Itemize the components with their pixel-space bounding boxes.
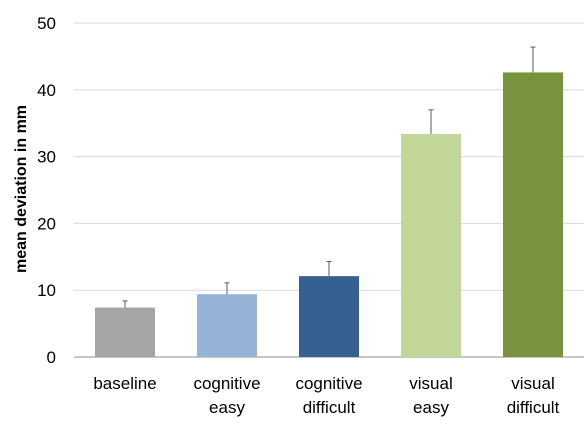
x-category-labels: baseline cognitive easy cognitive difficult v… [93, 374, 559, 417]
x-category-label: difficult [303, 398, 356, 417]
error-bar [530, 46, 536, 73]
y-tick-label: 30 [37, 148, 56, 167]
error-bar [326, 260, 332, 277]
x-category-label: cognitive [193, 374, 260, 393]
y-tick-label: 20 [37, 214, 56, 233]
bars [95, 72, 563, 357]
y-tick-label: 40 [37, 81, 56, 100]
x-category-label: visual [409, 374, 452, 393]
x-category-label: easy [209, 398, 245, 417]
y-tick-label: 50 [37, 14, 56, 33]
x-category-label: difficult [507, 398, 560, 417]
bar [401, 133, 461, 357]
x-category-label: cognitive [295, 374, 362, 393]
x-category-label: baseline [93, 374, 156, 393]
bar [299, 276, 359, 357]
x-category-label: visual [511, 374, 554, 393]
y-tick-label: 0 [47, 348, 56, 367]
y-tick-label: 10 [37, 281, 56, 300]
bar [503, 72, 563, 357]
x-category-label: easy [413, 398, 449, 417]
bar [95, 307, 155, 357]
y-axis-title: mean deviation in mm [13, 105, 30, 273]
error-bar [122, 300, 128, 308]
error-bars [122, 46, 536, 308]
bar [197, 294, 257, 357]
error-bar [428, 109, 434, 134]
gridlines [74, 22, 584, 358]
y-tick-labels: 0 10 20 30 40 50 [37, 14, 56, 367]
error-bar [224, 282, 230, 295]
